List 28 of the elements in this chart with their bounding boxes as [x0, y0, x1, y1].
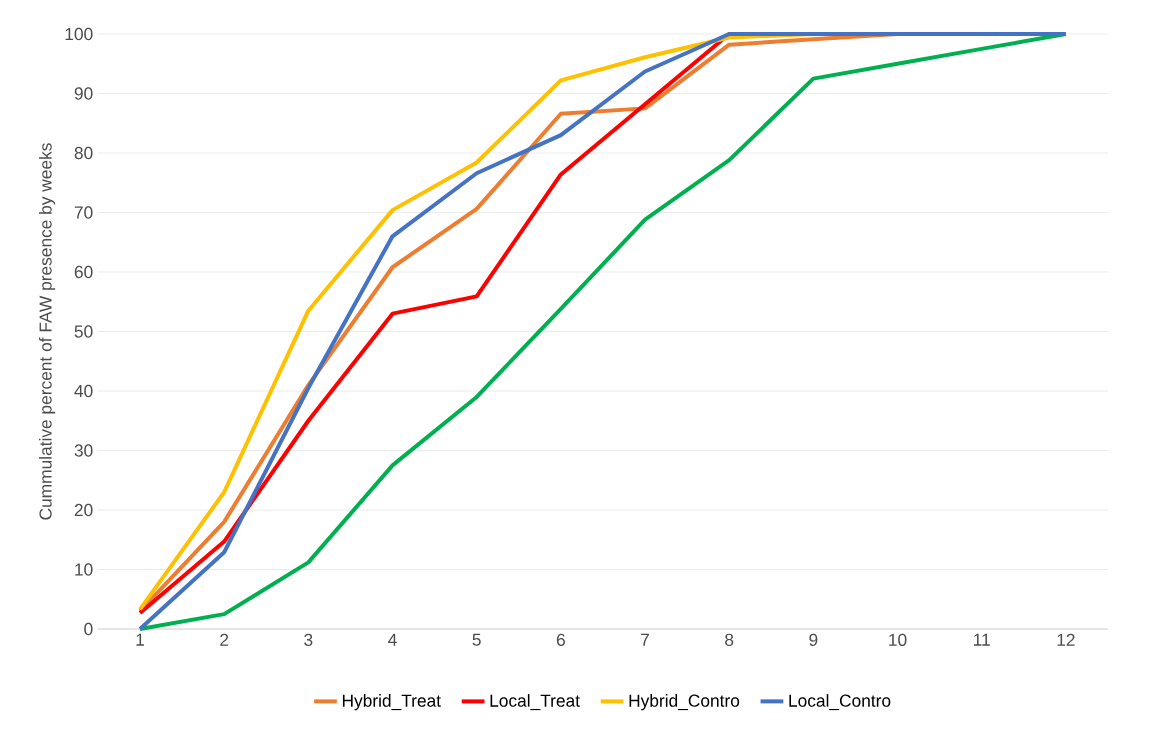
legend-label: Hybrid_Contro [629, 694, 740, 711]
x-tick-label: 1 [136, 633, 144, 646]
y-tick-label: 30 [74, 444, 93, 457]
x-tick-label: 3 [304, 633, 313, 646]
x-tick-label: 2 [220, 633, 229, 646]
y-tick-label: 60 [74, 265, 93, 279]
y-tick-label: 100 [65, 27, 93, 41]
x-tick-label: 4 [388, 633, 397, 646]
y-tick-label: 80 [74, 146, 93, 160]
x-tick-label: 5 [472, 633, 481, 646]
y-tick-label: 70 [74, 206, 93, 219]
y-tick-label: 0 [84, 622, 93, 636]
x-tick-label: 11 [974, 633, 990, 646]
x-tick-label: 10 [889, 633, 907, 646]
x-tick-label: 12 [1057, 633, 1075, 646]
y-tick-label: 40 [74, 384, 93, 398]
y-tick-label: 20 [74, 503, 93, 517]
x-tick-label: 6 [556, 633, 565, 646]
x-tick-label: 9 [809, 633, 818, 646]
x-tick-label: 7 [641, 633, 649, 646]
legend-label: Hybrid_Treat [342, 694, 441, 711]
y-tick-label: 10 [75, 563, 93, 576]
x-tick-label: 8 [725, 633, 734, 646]
legend-label: Local_Treat [490, 694, 580, 711]
legend-label: Local_Contro [789, 694, 891, 711]
y-axis-title: Cummulative percent of FAW presence by weeks [38, 143, 56, 520]
y-tick-label: 90 [74, 87, 93, 100]
y-tick-label: 50 [74, 325, 93, 338]
